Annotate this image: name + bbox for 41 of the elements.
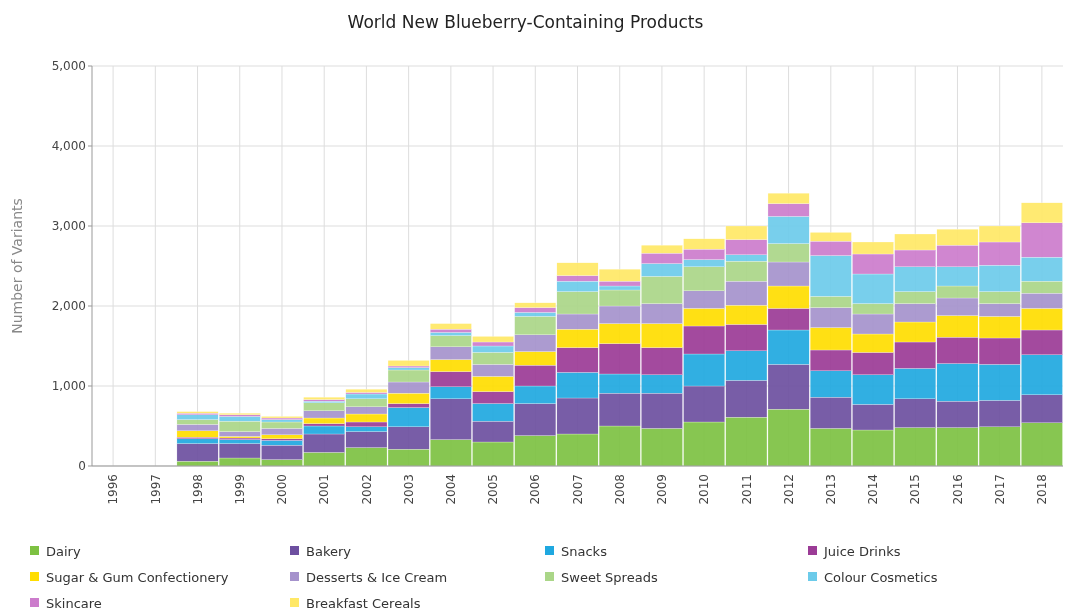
legend-label: Bakery — [306, 543, 352, 559]
y-tick-label: 5,000 — [51, 59, 86, 74]
legend-label: Desserts & Ice Cream — [306, 569, 448, 585]
x-tick-label: 1999 — [232, 474, 247, 505]
x-tick-label: 2010 — [697, 474, 712, 505]
x-tick-label: 2009 — [655, 474, 670, 505]
x-tick-label: 2005 — [486, 474, 501, 505]
x-tick-label: 2008 — [612, 474, 627, 505]
x-tick-label: 2000 — [275, 474, 290, 505]
x-tick-label: 1997 — [148, 474, 163, 505]
x-tick-label: 2004 — [444, 474, 459, 505]
legend-label: Breakfast Cereals — [306, 595, 421, 611]
x-tick-label: 2012 — [781, 474, 796, 505]
x-tick-label: 2014 — [866, 474, 881, 505]
y-tick-label: 0 — [78, 459, 86, 474]
x-tick-label: 2016 — [950, 474, 965, 505]
x-tick-label: 2007 — [570, 474, 585, 505]
chart-title: World New Blueberry-Containing Products — [347, 12, 704, 32]
x-tick-label: 2003 — [401, 474, 416, 505]
y-tick-label: 2,000 — [51, 299, 86, 314]
x-tick-label: 2017 — [992, 474, 1007, 505]
legend-label: Sweet Spreads — [561, 569, 658, 585]
y-tick-label: 1,000 — [51, 379, 86, 394]
legend-label: Colour Cosmetics — [824, 569, 938, 585]
y-tick-label: 3,000 — [51, 219, 86, 234]
legend-label: Snacks — [561, 543, 608, 559]
legend-label: Dairy — [46, 543, 81, 559]
x-tick-label: 2006 — [528, 474, 543, 505]
x-tick-label: 2018 — [1035, 474, 1050, 505]
x-tick-label: 1998 — [190, 474, 205, 505]
x-tick-label: 2015 — [908, 474, 923, 505]
legend-label: Juice Drinks — [823, 543, 901, 559]
y-axis-title: Number of Variants — [9, 198, 25, 334]
x-tick-label: 2013 — [824, 474, 838, 505]
x-tick-label: 2001 — [317, 474, 332, 505]
x-tick-label: 1996 — [106, 474, 121, 505]
legend-label: Skincare — [46, 595, 102, 611]
legend-label: Sugar & Gum Confectionery — [46, 569, 229, 585]
x-tick-label: 2002 — [359, 474, 374, 505]
y-tick-label: 4,000 — [51, 139, 86, 154]
x-tick-label: 2011 — [739, 474, 754, 505]
